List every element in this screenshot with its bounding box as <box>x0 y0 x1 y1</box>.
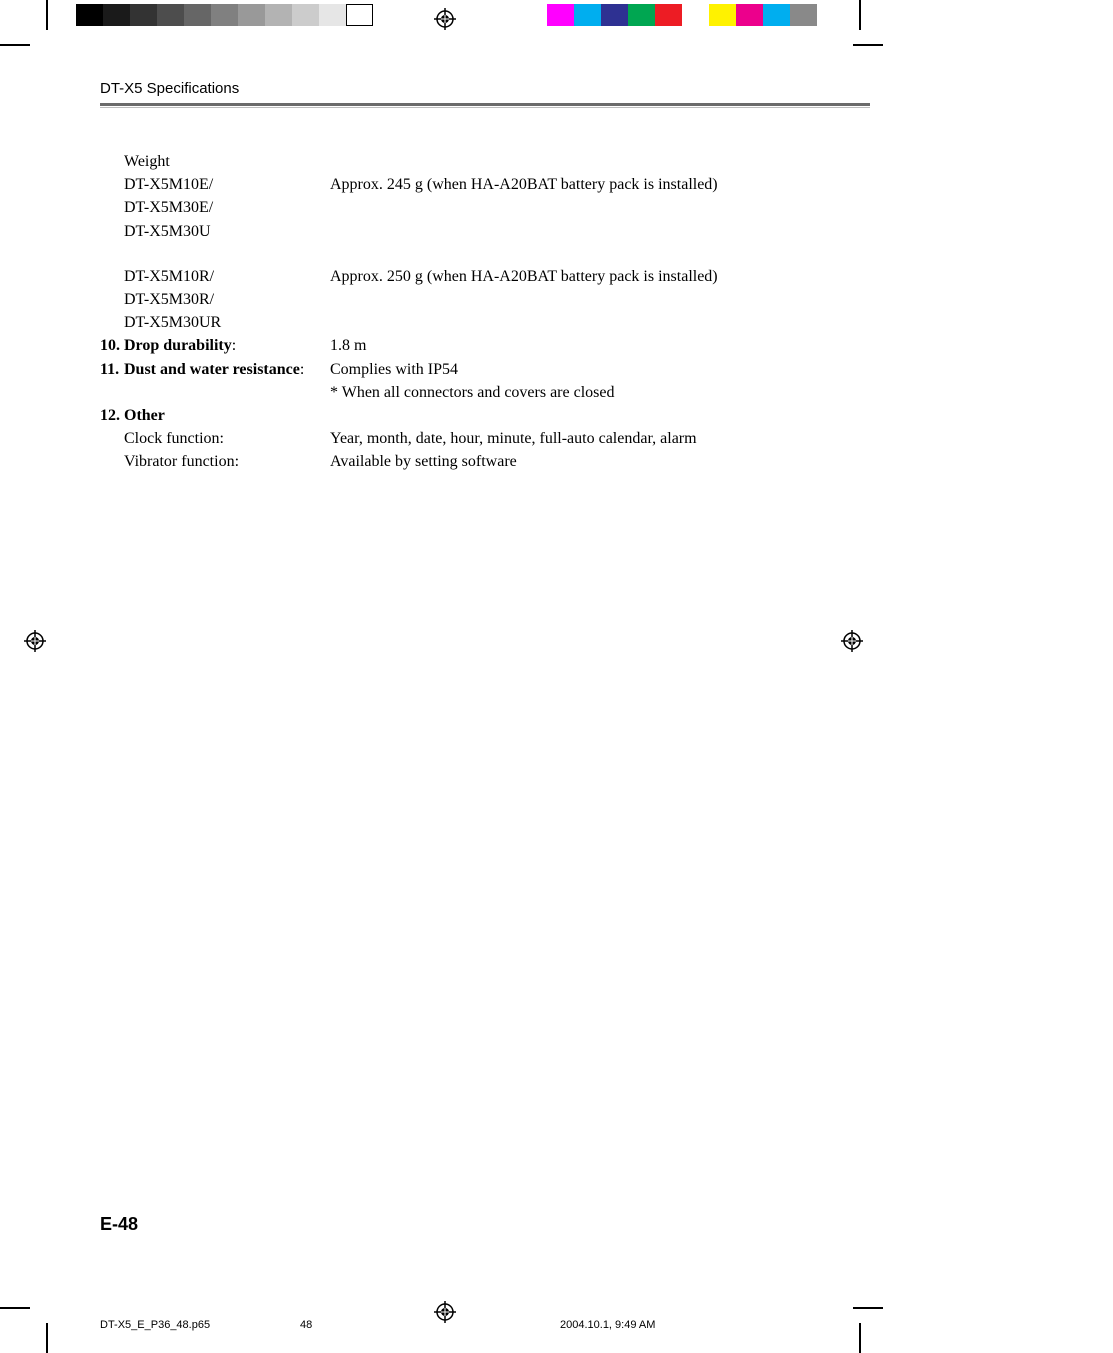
model: DT-X5M30R/ <box>124 288 330 311</box>
weight-value: Approx. 250 g (when HA-A20BAT battery pa… <box>330 265 870 288</box>
page-body: DT-X5 Specifications Weight DT-X5M10E/Ap… <box>100 80 870 1235</box>
running-head: DT-X5 Specifications <box>100 80 870 103</box>
registration-mark-icon <box>434 1301 456 1323</box>
spec-label: Dust and water resistance: <box>124 358 330 381</box>
vibrator-value: Available by setting software <box>330 450 870 473</box>
printer-marks-top <box>0 0 1113 40</box>
page-number: E-48 <box>100 1214 138 1235</box>
printer-marks-bottom: DT-X5_E_P36_48.p65 48 2004.10.1, 9:49 AM <box>0 1293 1113 1353</box>
crop-mark <box>0 44 30 46</box>
spec-value: 1.8 m <box>330 334 870 357</box>
color-swatch-bar <box>520 4 817 26</box>
crop-mark <box>859 0 861 30</box>
header-rule <box>100 103 870 106</box>
vibrator-label: Vibrator function: <box>124 450 330 473</box>
item-number: 10. <box>100 334 124 357</box>
model: DT-X5M10R/ <box>124 265 330 288</box>
model: DT-X5M10E/ <box>124 173 330 196</box>
clock-value: Year, month, date, hour, minute, full-au… <box>330 427 870 450</box>
weight-label: Weight <box>124 150 330 173</box>
header-rule <box>100 107 870 108</box>
model: DT-X5M30E/ <box>124 196 330 219</box>
crop-mark <box>0 1307 30 1309</box>
crop-mark <box>859 1323 861 1353</box>
crop-mark <box>46 1323 48 1353</box>
item-number: 11. <box>100 358 124 381</box>
crop-mark <box>853 1307 883 1309</box>
slug-timestamp: 2004.10.1, 9:49 AM <box>560 1319 655 1331</box>
spec-note: * When all connectors and covers are clo… <box>330 381 870 404</box>
crop-mark <box>46 0 48 30</box>
registration-mark-icon <box>24 630 46 652</box>
slug-filename: DT-X5_E_P36_48.p65 <box>100 1319 210 1331</box>
model: DT-X5M30UR <box>124 311 330 334</box>
weight-value: Approx. 245 g (when HA-A20BAT battery pa… <box>330 173 870 196</box>
item-number: 12. <box>100 404 124 427</box>
clock-label: Clock function: <box>124 427 330 450</box>
spec-label: Other <box>124 404 330 427</box>
spec-label: Drop durability: <box>124 334 330 357</box>
registration-mark-icon <box>434 8 456 30</box>
grayscale-swatch-bar <box>76 4 373 26</box>
spec-value: Complies with IP54 <box>330 358 870 381</box>
slug-page: 48 <box>300 1319 312 1331</box>
spec-content: Weight DT-X5M10E/Approx. 245 g (when HA-… <box>100 150 870 473</box>
crop-mark <box>853 44 883 46</box>
model: DT-X5M30U <box>124 220 330 243</box>
